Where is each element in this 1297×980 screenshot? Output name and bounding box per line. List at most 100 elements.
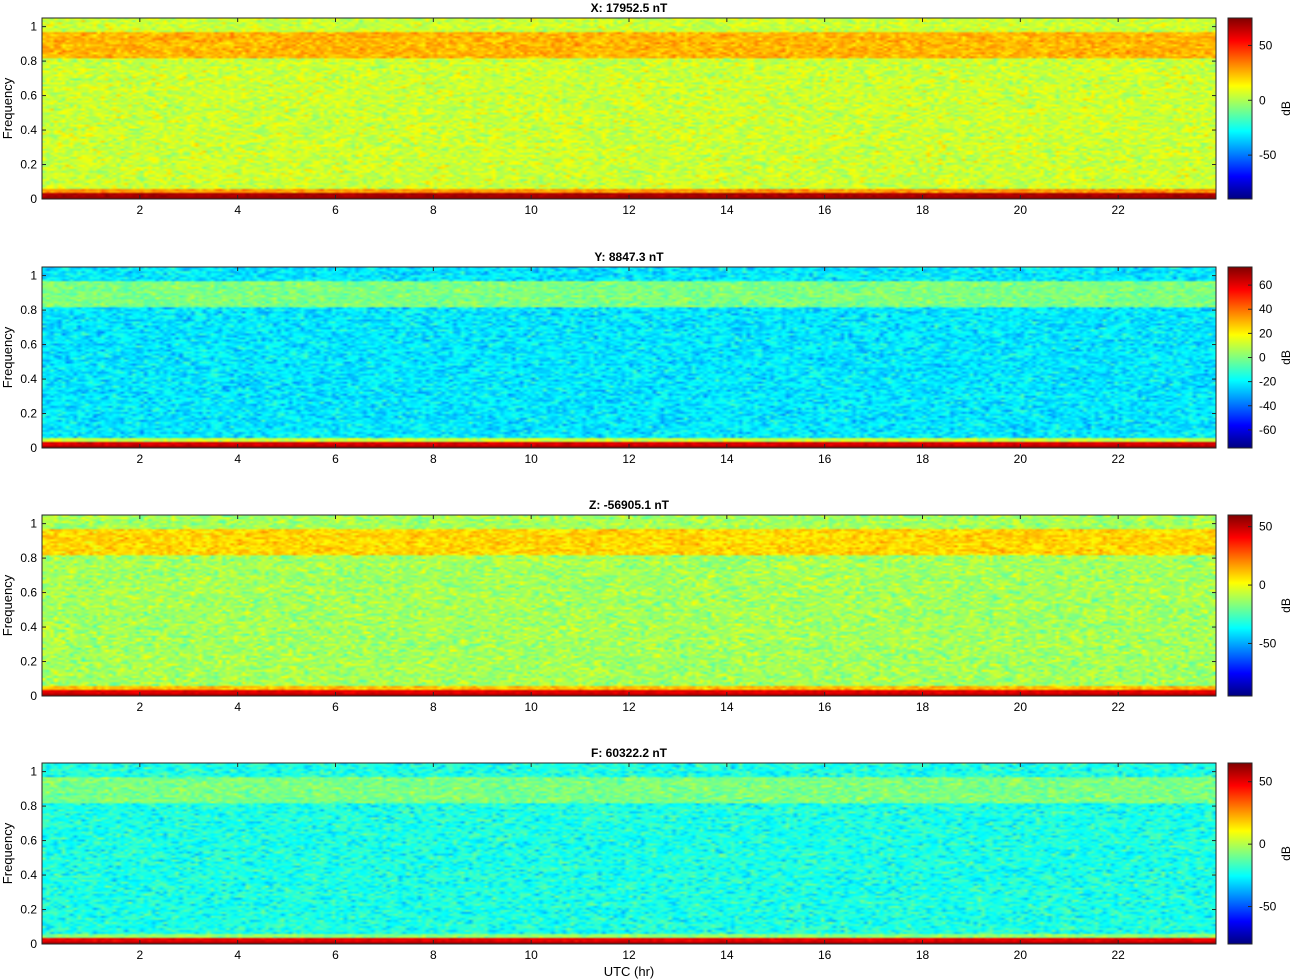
x-tick-label: 6 — [332, 452, 339, 466]
x-tick-label: 22 — [1111, 700, 1125, 714]
x-tick-label: 2 — [136, 700, 143, 714]
colorbar-label: dB — [1279, 846, 1293, 861]
colorbar: -50 0 50 dB — [1227, 17, 1293, 200]
y-tick-label: 0.4 — [20, 620, 37, 634]
x-tick-label: 12 — [622, 452, 636, 466]
colorbar-gradient — [1227, 514, 1253, 697]
x-tick-label: 16 — [818, 203, 832, 217]
x-tick-label: 14 — [720, 948, 734, 962]
panel-title: X: 17952.5 nT — [591, 1, 668, 15]
x-tick-label: 18 — [916, 700, 930, 714]
x-tick-label: 8 — [430, 948, 437, 962]
spectrogram-image — [42, 18, 1216, 199]
x-tick-label: 10 — [524, 452, 538, 466]
colorbar-gradient — [1227, 17, 1253, 200]
y-tick-label: 1 — [30, 20, 37, 34]
x-tick-label: 6 — [332, 700, 339, 714]
x-tick-label: 18 — [916, 948, 930, 962]
spectrogram-image — [42, 763, 1216, 944]
x-tick-label: 16 — [818, 700, 832, 714]
y-tick-label: 0.6 — [20, 89, 37, 103]
colorbar-tick-label: -20 — [1259, 375, 1277, 389]
y-tick-label: 0.2 — [20, 158, 37, 172]
y-tick-label: 0.6 — [20, 834, 37, 848]
colorbar-tick-label: 50 — [1259, 520, 1273, 534]
x-tick-label: 4 — [234, 203, 241, 217]
y-tick-label: 1 — [30, 269, 37, 283]
colorbar-tick-label: 20 — [1259, 326, 1273, 340]
x-tick-label: 2 — [136, 203, 143, 217]
x-tick-label: 20 — [1014, 700, 1028, 714]
y-tick-label: 0.4 — [20, 868, 37, 882]
colorbar-tick-label: 0 — [1259, 93, 1266, 107]
y-tick-label: 0.8 — [20, 54, 37, 68]
x-tick-label: 10 — [524, 700, 538, 714]
x-tick-label: 2 — [136, 452, 143, 466]
y-tick-label: 1 — [30, 765, 37, 779]
x-axis-label: UTC (hr) — [604, 964, 655, 979]
x-tick-label: 20 — [1014, 203, 1028, 217]
x-tick-label: 8 — [430, 700, 437, 714]
panel-title: Z: -56905.1 nT — [589, 498, 670, 512]
colorbar-tick-label: 0 — [1259, 837, 1266, 851]
panel-title: F: 60322.2 nT — [591, 746, 668, 760]
y-tick-label: 0.6 — [20, 586, 37, 600]
x-tick-label: 18 — [916, 452, 930, 466]
colorbar-label: dB — [1279, 598, 1293, 613]
x-tick-label: 2 — [136, 948, 143, 962]
x-tick-label: 22 — [1111, 203, 1125, 217]
colorbar-tick-label: -50 — [1259, 148, 1277, 162]
x-tick-label: 14 — [720, 203, 734, 217]
x-tick-label: 8 — [430, 203, 437, 217]
x-tick-label: 16 — [818, 452, 832, 466]
colorbar-tick-label: -40 — [1259, 399, 1277, 413]
colorbar-tick-label: 60 — [1259, 278, 1273, 292]
x-tick-label: 10 — [524, 948, 538, 962]
x-tick-label: 12 — [622, 948, 636, 962]
x-tick-label: 6 — [332, 203, 339, 217]
colorbar-tick-label: 50 — [1259, 38, 1273, 52]
y-axis-label: Frequency — [0, 77, 15, 139]
panel-title: Y: 8847.3 nT — [594, 250, 664, 264]
y-tick-label: 0 — [30, 192, 37, 206]
x-tick-label: 14 — [720, 700, 734, 714]
x-tick-label: 18 — [916, 203, 930, 217]
spectrogram-image — [42, 515, 1216, 696]
x-tick-label: 6 — [332, 948, 339, 962]
x-tick-label: 10 — [524, 203, 538, 217]
y-tick-label: 1 — [30, 517, 37, 531]
colorbar-gradient — [1227, 762, 1253, 945]
y-axis-label: Frequency — [0, 822, 15, 884]
y-tick-label: 0 — [30, 937, 37, 951]
colorbar-tick-label: -50 — [1259, 900, 1277, 914]
y-tick-label: 0 — [30, 441, 37, 455]
x-tick-label: 4 — [234, 452, 241, 466]
x-tick-label: 20 — [1014, 948, 1028, 962]
x-tick-label: 12 — [622, 700, 636, 714]
y-tick-label: 0.4 — [20, 372, 37, 386]
spectrogram-panel-2: Z: -56905.1 nT2 4 6 8 10 12 14 16 18 20 2200.20.40… — [0, 498, 1293, 714]
colorbar: -60 -40 -20 0 20 40 60 dB — [1227, 266, 1293, 449]
y-tick-label: 0 — [30, 689, 37, 703]
colorbar-tick-label: 0 — [1259, 351, 1266, 365]
colorbar-label: dB — [1279, 350, 1293, 365]
y-tick-label: 0.2 — [20, 903, 37, 917]
colorbar: -50 0 50 dB — [1227, 514, 1293, 697]
x-tick-label: 22 — [1111, 948, 1125, 962]
x-tick-label: 14 — [720, 452, 734, 466]
y-tick-label: 0.8 — [20, 551, 37, 565]
x-tick-label: 16 — [818, 948, 832, 962]
y-tick-label: 0.6 — [20, 338, 37, 352]
y-tick-label: 0.2 — [20, 407, 37, 421]
colorbar-tick-label: 40 — [1259, 302, 1273, 316]
colorbar: -50 0 50 dB — [1227, 762, 1293, 945]
x-tick-label: 4 — [234, 948, 241, 962]
y-tick-label: 0.2 — [20, 655, 37, 669]
colorbar-tick-label: 0 — [1259, 578, 1266, 592]
colorbar-tick-label: -50 — [1259, 636, 1277, 650]
y-axis-label: Frequency — [0, 574, 15, 636]
x-tick-label: 20 — [1014, 452, 1028, 466]
colorbar-tick-label: -60 — [1259, 423, 1277, 437]
spectrogram-panel-1: Y: 8847.3 nT2 4 6 8 10 12 14 16 18 20 2200.20.40.6… — [0, 250, 1293, 466]
